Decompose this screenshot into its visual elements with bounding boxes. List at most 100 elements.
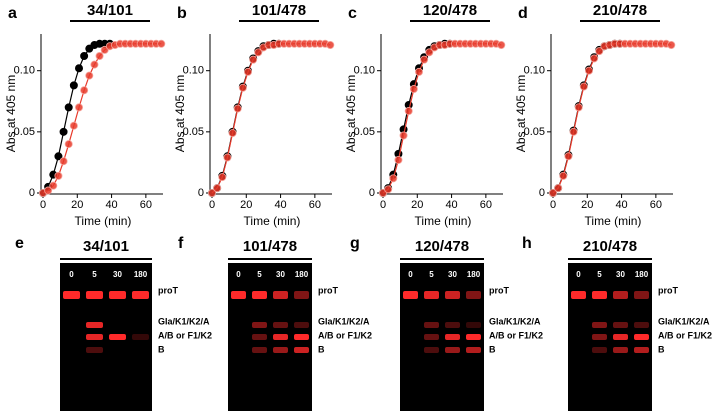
data-point xyxy=(579,82,588,91)
x-tick-label: 0 xyxy=(209,199,215,211)
gel-band xyxy=(592,291,607,299)
chart-title: 120/478 xyxy=(423,2,477,19)
panel-letter: a xyxy=(8,5,17,22)
panel-letter: h xyxy=(522,235,532,252)
y-tick-label: 0.10 xyxy=(183,65,204,77)
band-label: A/B or F1/K2 xyxy=(318,330,372,340)
fit-line xyxy=(552,43,620,194)
gel-band xyxy=(613,322,628,328)
lane-label: 0 xyxy=(69,270,74,279)
x-tick-label: 20 xyxy=(581,199,593,211)
lane-label: 5 xyxy=(429,270,434,279)
data-point xyxy=(326,41,335,50)
lane-label: 180 xyxy=(295,270,309,279)
x-tick-label: 60 xyxy=(309,199,321,211)
lane-label: 0 xyxy=(408,270,413,279)
gel-band xyxy=(466,322,481,328)
gel-band xyxy=(132,334,149,340)
gel-band xyxy=(86,291,103,299)
gel-band xyxy=(86,334,103,340)
band-label: Gla/K1/K2/A xyxy=(318,316,370,326)
x-tick-label: 40 xyxy=(105,199,117,211)
gel-band xyxy=(231,291,246,299)
gel-band xyxy=(273,334,288,340)
gel-band xyxy=(86,347,103,353)
data-point xyxy=(549,188,558,197)
gel-band xyxy=(445,322,460,328)
gel-band xyxy=(252,291,267,299)
band-label: proT xyxy=(658,285,678,295)
data-point xyxy=(595,47,604,56)
lane-label: 180 xyxy=(134,270,148,279)
y-tick-label: 0.10 xyxy=(524,65,545,77)
lane-label: 0 xyxy=(576,270,581,279)
x-tick-label: 20 xyxy=(411,199,423,211)
fit-line xyxy=(382,43,502,194)
x-tick-label: 20 xyxy=(240,199,252,211)
y-tick-label: 0 xyxy=(539,187,545,199)
gel-band xyxy=(613,291,628,299)
data-point xyxy=(384,185,393,194)
panel-letter: f xyxy=(178,235,184,252)
y-tick-label: 0 xyxy=(29,187,35,199)
chart-title: 101/478 xyxy=(252,2,306,19)
data-point xyxy=(394,155,403,164)
x-tick-label: 40 xyxy=(615,199,627,211)
lane-label: 30 xyxy=(113,270,122,279)
y-axis-label: Abs at 405 nm xyxy=(173,75,187,152)
gel-band xyxy=(273,347,288,353)
gel-band xyxy=(445,334,460,340)
x-tick-label: 60 xyxy=(140,199,152,211)
chart-title: 34/101 xyxy=(87,2,133,19)
data-point xyxy=(207,188,216,197)
fit-line xyxy=(552,43,672,194)
gel-band xyxy=(273,322,288,328)
data-point xyxy=(95,52,104,61)
gel-band xyxy=(613,334,628,340)
data-point xyxy=(404,107,413,116)
data-point xyxy=(414,67,423,76)
y-axis-label: Abs at 405 nm xyxy=(344,75,358,152)
gel-band xyxy=(634,291,649,299)
gel-band xyxy=(252,347,267,353)
gel-band xyxy=(571,291,586,299)
gel-title: 34/101 xyxy=(83,238,129,255)
y-axis-label: Abs at 405 nm xyxy=(4,75,18,152)
band-label: B xyxy=(658,344,665,354)
data-point xyxy=(233,104,242,113)
y-tick-label: 0.05 xyxy=(354,126,375,138)
x-tick-label: 20 xyxy=(71,199,83,211)
data-point xyxy=(425,48,434,57)
band-label: A/B or F1/K2 xyxy=(158,330,212,340)
data-point xyxy=(64,103,73,112)
fit-line xyxy=(211,43,331,194)
lane-label: 30 xyxy=(448,270,457,279)
data-point xyxy=(64,140,73,149)
gel-band xyxy=(252,334,267,340)
y-tick-label: 0.05 xyxy=(183,126,204,138)
data-point xyxy=(213,184,222,193)
gel-band xyxy=(445,291,460,299)
data-point xyxy=(85,71,94,80)
lane-label: 30 xyxy=(276,270,285,279)
gel-band xyxy=(592,347,607,353)
band-label: Gla/K1/K2/A xyxy=(489,316,541,326)
data-point xyxy=(554,184,563,193)
x-tick-label: 0 xyxy=(380,199,386,211)
data-point xyxy=(69,121,78,130)
y-tick-label: 0.05 xyxy=(524,126,545,138)
data-point xyxy=(59,127,68,136)
data-point xyxy=(569,127,578,136)
band-label: A/B or F1/K2 xyxy=(658,330,712,340)
gel-band xyxy=(294,291,309,299)
data-point xyxy=(157,39,166,48)
y-tick-label: 0 xyxy=(198,187,204,199)
x-axis-label: Time (min) xyxy=(585,214,642,228)
band-label: B xyxy=(158,344,165,354)
data-point xyxy=(80,52,89,61)
band-label: proT xyxy=(318,285,338,295)
data-point xyxy=(497,41,506,50)
data-point xyxy=(564,152,573,161)
gel-band xyxy=(613,347,628,353)
gel-band xyxy=(294,322,309,328)
